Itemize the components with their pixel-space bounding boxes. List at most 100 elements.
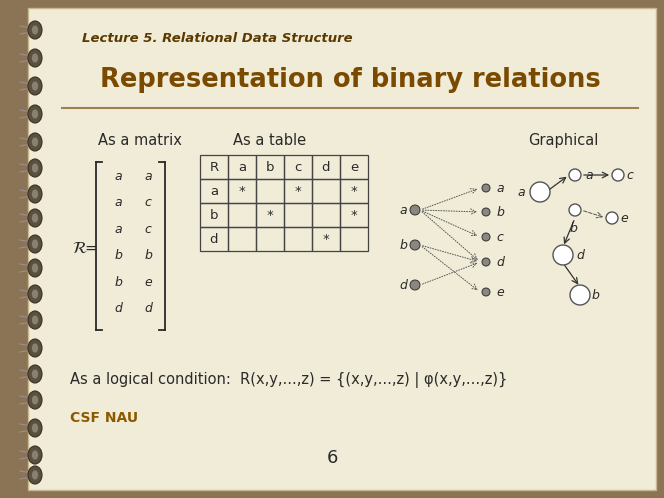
Text: b: b bbox=[144, 249, 152, 262]
Ellipse shape bbox=[28, 259, 42, 277]
Text: c: c bbox=[626, 168, 633, 181]
Text: d: d bbox=[496, 255, 504, 268]
Circle shape bbox=[482, 208, 490, 216]
Circle shape bbox=[410, 205, 420, 215]
Text: *: * bbox=[323, 233, 329, 246]
Ellipse shape bbox=[28, 311, 42, 329]
Circle shape bbox=[482, 258, 490, 266]
Ellipse shape bbox=[31, 369, 39, 379]
Bar bbox=[284, 203, 312, 227]
Circle shape bbox=[530, 182, 550, 202]
Text: Representation of binary relations: Representation of binary relations bbox=[100, 67, 600, 93]
Ellipse shape bbox=[31, 315, 39, 325]
Text: b: b bbox=[266, 160, 274, 173]
Text: b: b bbox=[496, 206, 504, 219]
Text: Lecture 5. Relational Data Structure: Lecture 5. Relational Data Structure bbox=[82, 31, 353, 44]
Bar bbox=[284, 179, 312, 203]
Ellipse shape bbox=[31, 81, 39, 91]
Text: *: * bbox=[295, 184, 301, 198]
Text: a: a bbox=[517, 185, 525, 199]
Text: a: a bbox=[114, 196, 122, 209]
Bar bbox=[256, 203, 284, 227]
Ellipse shape bbox=[28, 365, 42, 383]
Text: d: d bbox=[114, 302, 122, 315]
Text: d: d bbox=[399, 278, 407, 291]
Ellipse shape bbox=[31, 189, 39, 199]
Text: e: e bbox=[496, 285, 504, 298]
Text: c: c bbox=[294, 160, 301, 173]
Text: *: * bbox=[351, 184, 357, 198]
Text: c: c bbox=[145, 223, 151, 236]
Circle shape bbox=[606, 212, 618, 224]
Ellipse shape bbox=[28, 105, 42, 123]
Ellipse shape bbox=[28, 419, 42, 437]
Text: *: * bbox=[238, 184, 246, 198]
Text: a: a bbox=[496, 181, 504, 195]
Ellipse shape bbox=[31, 213, 39, 223]
Text: c: c bbox=[497, 231, 503, 244]
Circle shape bbox=[482, 184, 490, 192]
Text: b: b bbox=[569, 222, 577, 235]
Text: As a table: As a table bbox=[233, 132, 306, 147]
Circle shape bbox=[482, 233, 490, 241]
Text: c: c bbox=[145, 196, 151, 209]
Ellipse shape bbox=[28, 339, 42, 357]
Text: d: d bbox=[210, 233, 218, 246]
Ellipse shape bbox=[31, 343, 39, 353]
Bar bbox=[200, 203, 228, 227]
Text: $\mathcal{R}$: $\mathcal{R}$ bbox=[72, 239, 88, 257]
Bar bbox=[228, 155, 256, 179]
Text: e: e bbox=[144, 276, 152, 289]
Ellipse shape bbox=[31, 263, 39, 273]
Bar bbox=[284, 155, 312, 179]
Ellipse shape bbox=[31, 239, 39, 249]
Bar bbox=[340, 155, 368, 179]
Circle shape bbox=[553, 245, 573, 265]
Text: e: e bbox=[620, 212, 627, 225]
Text: a: a bbox=[399, 204, 407, 217]
Ellipse shape bbox=[31, 423, 39, 433]
Circle shape bbox=[569, 204, 581, 216]
Ellipse shape bbox=[31, 163, 39, 173]
Bar bbox=[228, 203, 256, 227]
Ellipse shape bbox=[31, 470, 39, 480]
Ellipse shape bbox=[31, 395, 39, 405]
Bar bbox=[312, 227, 340, 251]
Bar bbox=[256, 155, 284, 179]
Ellipse shape bbox=[31, 450, 39, 460]
Text: e: e bbox=[350, 160, 358, 173]
Text: d: d bbox=[576, 249, 584, 261]
Ellipse shape bbox=[31, 109, 39, 119]
Text: a: a bbox=[238, 160, 246, 173]
Ellipse shape bbox=[28, 77, 42, 95]
Circle shape bbox=[569, 169, 581, 181]
Bar bbox=[256, 179, 284, 203]
Ellipse shape bbox=[28, 235, 42, 253]
Ellipse shape bbox=[28, 185, 42, 203]
Bar bbox=[200, 179, 228, 203]
Ellipse shape bbox=[31, 25, 39, 35]
Ellipse shape bbox=[28, 446, 42, 464]
Bar bbox=[284, 227, 312, 251]
Text: b: b bbox=[399, 239, 407, 251]
Text: *: * bbox=[267, 209, 274, 222]
Text: a: a bbox=[210, 184, 218, 198]
Text: *: * bbox=[351, 209, 357, 222]
Circle shape bbox=[410, 280, 420, 290]
Text: =: = bbox=[84, 241, 97, 255]
Bar bbox=[340, 227, 368, 251]
Bar bbox=[200, 155, 228, 179]
Ellipse shape bbox=[28, 209, 42, 227]
Bar bbox=[312, 203, 340, 227]
Text: a: a bbox=[585, 168, 593, 181]
Bar bbox=[256, 227, 284, 251]
Text: 6: 6 bbox=[326, 449, 338, 467]
Text: b: b bbox=[210, 209, 218, 222]
Circle shape bbox=[482, 288, 490, 296]
FancyBboxPatch shape bbox=[28, 8, 656, 490]
Circle shape bbox=[612, 169, 624, 181]
Bar bbox=[228, 179, 256, 203]
Circle shape bbox=[570, 285, 590, 305]
Ellipse shape bbox=[28, 133, 42, 151]
Text: a: a bbox=[114, 169, 122, 182]
